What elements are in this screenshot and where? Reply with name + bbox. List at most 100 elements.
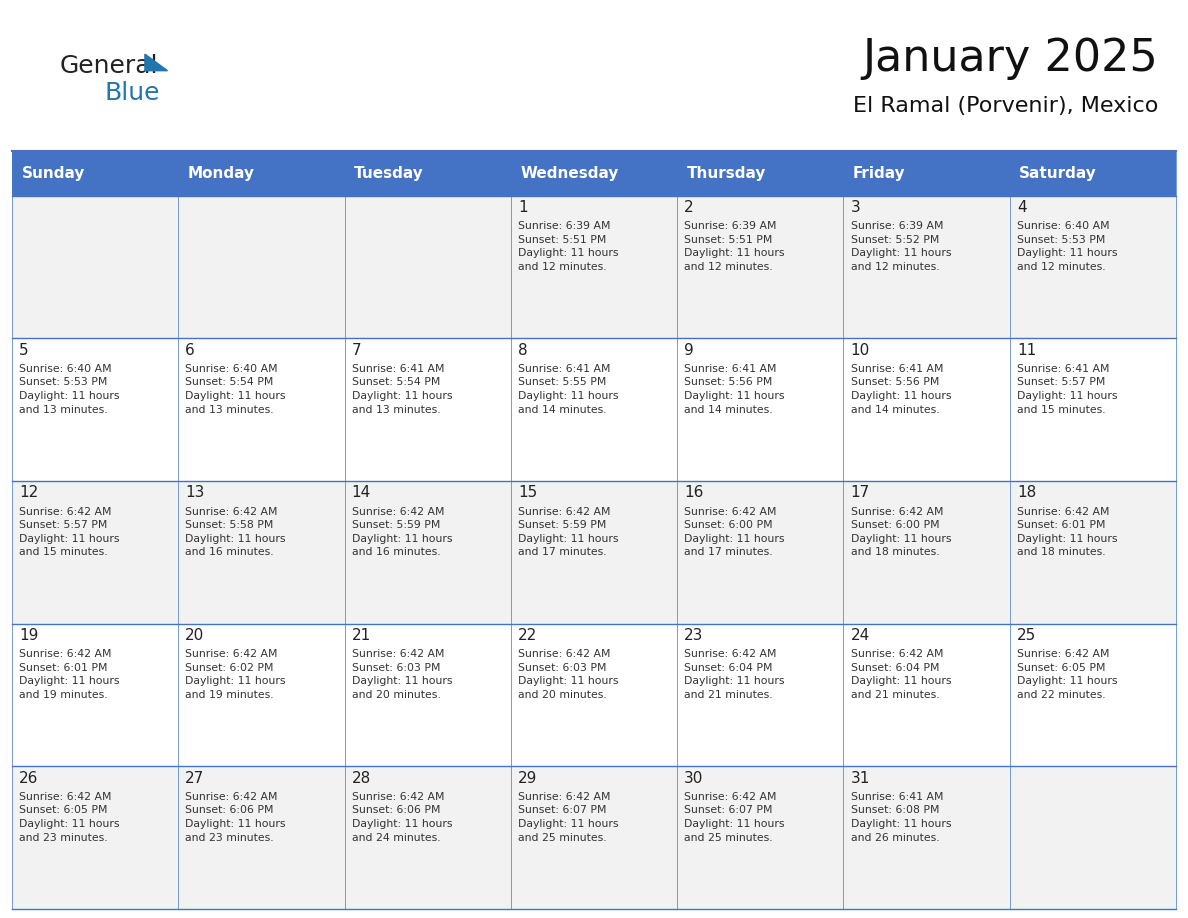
Bar [345, 196, 511, 338]
Text: Sunrise: 6:41 AM
Sunset: 5:57 PM
Daylight: 11 hours
and 15 minutes.: Sunrise: 6:41 AM Sunset: 5:57 PM Dayligh… [1017, 364, 1118, 415]
Text: Sunrise: 6:41 AM
Sunset: 5:56 PM
Daylight: 11 hours
and 14 minutes.: Sunrise: 6:41 AM Sunset: 5:56 PM Dayligh… [851, 364, 952, 415]
Bar [345, 481, 511, 623]
Text: Sunrise: 6:42 AM
Sunset: 6:05 PM
Daylight: 11 hours
and 22 minutes.: Sunrise: 6:42 AM Sunset: 6:05 PM Dayligh… [1017, 649, 1118, 700]
Bar [677, 623, 843, 767]
Text: 10: 10 [851, 342, 870, 358]
Text: 17: 17 [851, 486, 870, 500]
Text: Sunrise: 6:41 AM
Sunset: 6:08 PM
Daylight: 11 hours
and 26 minutes.: Sunrise: 6:41 AM Sunset: 6:08 PM Dayligh… [851, 792, 952, 843]
Text: 12: 12 [19, 486, 38, 500]
Bar [511, 623, 677, 767]
Bar [511, 767, 677, 909]
Text: 20: 20 [185, 628, 204, 644]
Text: Sunrise: 6:42 AM
Sunset: 5:58 PM
Daylight: 11 hours
and 16 minutes.: Sunrise: 6:42 AM Sunset: 5:58 PM Dayligh… [185, 507, 286, 557]
Text: 29: 29 [518, 771, 537, 786]
Text: 3: 3 [851, 200, 860, 215]
Text: Sunrise: 6:42 AM
Sunset: 6:03 PM
Daylight: 11 hours
and 20 minutes.: Sunrise: 6:42 AM Sunset: 6:03 PM Dayligh… [518, 649, 619, 700]
Text: Sunrise: 6:40 AM
Sunset: 5:53 PM
Daylight: 11 hours
and 13 minutes.: Sunrise: 6:40 AM Sunset: 5:53 PM Dayligh… [19, 364, 120, 415]
Text: Sunrise: 6:42 AM
Sunset: 5:59 PM
Daylight: 11 hours
and 16 minutes.: Sunrise: 6:42 AM Sunset: 5:59 PM Dayligh… [352, 507, 453, 557]
Text: Sunrise: 6:39 AM
Sunset: 5:51 PM
Daylight: 11 hours
and 12 minutes.: Sunrise: 6:39 AM Sunset: 5:51 PM Dayligh… [684, 221, 785, 272]
Bar [345, 338, 511, 481]
Text: El Ramal (Porvenir), Mexico: El Ramal (Porvenir), Mexico [853, 96, 1158, 117]
Bar [1010, 196, 1176, 338]
Text: Sunrise: 6:42 AM
Sunset: 6:06 PM
Daylight: 11 hours
and 23 minutes.: Sunrise: 6:42 AM Sunset: 6:06 PM Dayligh… [185, 792, 286, 843]
Text: Sunrise: 6:42 AM
Sunset: 6:03 PM
Daylight: 11 hours
and 20 minutes.: Sunrise: 6:42 AM Sunset: 6:03 PM Dayligh… [352, 649, 453, 700]
Text: 21: 21 [352, 628, 371, 644]
Bar [345, 623, 511, 767]
Bar [843, 481, 1010, 623]
Bar [843, 338, 1010, 481]
Bar [178, 623, 345, 767]
Text: Blue: Blue [105, 81, 160, 105]
Text: Sunrise: 6:40 AM
Sunset: 5:53 PM
Daylight: 11 hours
and 12 minutes.: Sunrise: 6:40 AM Sunset: 5:53 PM Dayligh… [1017, 221, 1118, 272]
Text: Sunrise: 6:39 AM
Sunset: 5:51 PM
Daylight: 11 hours
and 12 minutes.: Sunrise: 6:39 AM Sunset: 5:51 PM Dayligh… [518, 221, 619, 272]
Text: Sunrise: 6:42 AM
Sunset: 6:06 PM
Daylight: 11 hours
and 24 minutes.: Sunrise: 6:42 AM Sunset: 6:06 PM Dayligh… [352, 792, 453, 843]
Text: Wednesday: Wednesday [520, 166, 619, 181]
Bar [843, 767, 1010, 909]
Bar [12, 338, 178, 481]
Bar [178, 481, 345, 623]
Text: 1: 1 [518, 200, 527, 215]
Text: 7: 7 [352, 342, 361, 358]
Bar [1010, 481, 1176, 623]
Bar [677, 481, 843, 623]
Text: Tuesday: Tuesday [354, 166, 424, 181]
Bar [12, 767, 178, 909]
Bar [677, 338, 843, 481]
Text: 9: 9 [684, 342, 694, 358]
Text: Sunrise: 6:42 AM
Sunset: 6:04 PM
Daylight: 11 hours
and 21 minutes.: Sunrise: 6:42 AM Sunset: 6:04 PM Dayligh… [684, 649, 785, 700]
Text: Sunrise: 6:42 AM
Sunset: 6:01 PM
Daylight: 11 hours
and 18 minutes.: Sunrise: 6:42 AM Sunset: 6:01 PM Dayligh… [1017, 507, 1118, 557]
Bar [843, 196, 1010, 338]
Bar [843, 623, 1010, 767]
Text: 6: 6 [185, 342, 195, 358]
Bar [1010, 767, 1176, 909]
Text: Sunrise: 6:42 AM
Sunset: 6:01 PM
Daylight: 11 hours
and 19 minutes.: Sunrise: 6:42 AM Sunset: 6:01 PM Dayligh… [19, 649, 120, 700]
Bar [12, 196, 178, 338]
Text: Sunrise: 6:39 AM
Sunset: 5:52 PM
Daylight: 11 hours
and 12 minutes.: Sunrise: 6:39 AM Sunset: 5:52 PM Dayligh… [851, 221, 952, 272]
Text: Thursday: Thursday [687, 166, 766, 181]
Bar [178, 151, 345, 196]
Text: 16: 16 [684, 486, 703, 500]
Text: Saturday: Saturday [1019, 166, 1097, 181]
Text: 11: 11 [1017, 342, 1036, 358]
Text: Sunrise: 6:42 AM
Sunset: 6:00 PM
Daylight: 11 hours
and 18 minutes.: Sunrise: 6:42 AM Sunset: 6:00 PM Dayligh… [851, 507, 952, 557]
Bar [511, 196, 677, 338]
Text: 5: 5 [19, 342, 29, 358]
Text: 4: 4 [1017, 200, 1026, 215]
Bar [677, 196, 843, 338]
Text: Sunrise: 6:42 AM
Sunset: 6:05 PM
Daylight: 11 hours
and 23 minutes.: Sunrise: 6:42 AM Sunset: 6:05 PM Dayligh… [19, 792, 120, 843]
Bar [511, 338, 677, 481]
Polygon shape [145, 54, 168, 71]
Text: 27: 27 [185, 771, 204, 786]
Bar [1010, 151, 1176, 196]
Text: 28: 28 [352, 771, 371, 786]
Bar [1010, 623, 1176, 767]
Text: 2: 2 [684, 200, 694, 215]
Text: 22: 22 [518, 628, 537, 644]
Bar [178, 767, 345, 909]
Text: 13: 13 [185, 486, 204, 500]
Text: Sunrise: 6:42 AM
Sunset: 6:07 PM
Daylight: 11 hours
and 25 minutes.: Sunrise: 6:42 AM Sunset: 6:07 PM Dayligh… [684, 792, 785, 843]
Text: 18: 18 [1017, 486, 1036, 500]
Text: 25: 25 [1017, 628, 1036, 644]
Text: 26: 26 [19, 771, 38, 786]
Text: 30: 30 [684, 771, 703, 786]
Text: 31: 31 [851, 771, 870, 786]
Bar [677, 151, 843, 196]
Text: Sunrise: 6:42 AM
Sunset: 6:07 PM
Daylight: 11 hours
and 25 minutes.: Sunrise: 6:42 AM Sunset: 6:07 PM Dayligh… [518, 792, 619, 843]
Bar [345, 151, 511, 196]
Bar [12, 481, 178, 623]
Text: General: General [59, 54, 158, 78]
Text: 23: 23 [684, 628, 703, 644]
Text: Sunrise: 6:42 AM
Sunset: 6:04 PM
Daylight: 11 hours
and 21 minutes.: Sunrise: 6:42 AM Sunset: 6:04 PM Dayligh… [851, 649, 952, 700]
Text: Sunrise: 6:42 AM
Sunset: 5:57 PM
Daylight: 11 hours
and 15 minutes.: Sunrise: 6:42 AM Sunset: 5:57 PM Dayligh… [19, 507, 120, 557]
Text: Sunrise: 6:41 AM
Sunset: 5:54 PM
Daylight: 11 hours
and 13 minutes.: Sunrise: 6:41 AM Sunset: 5:54 PM Dayligh… [352, 364, 453, 415]
Text: Sunrise: 6:42 AM
Sunset: 5:59 PM
Daylight: 11 hours
and 17 minutes.: Sunrise: 6:42 AM Sunset: 5:59 PM Dayligh… [518, 507, 619, 557]
Bar [345, 767, 511, 909]
Text: 19: 19 [19, 628, 38, 644]
Bar [12, 623, 178, 767]
Bar [511, 481, 677, 623]
Text: January 2025: January 2025 [862, 37, 1158, 80]
Text: Sunrise: 6:41 AM
Sunset: 5:55 PM
Daylight: 11 hours
and 14 minutes.: Sunrise: 6:41 AM Sunset: 5:55 PM Dayligh… [518, 364, 619, 415]
Bar [677, 767, 843, 909]
Bar [1010, 338, 1176, 481]
